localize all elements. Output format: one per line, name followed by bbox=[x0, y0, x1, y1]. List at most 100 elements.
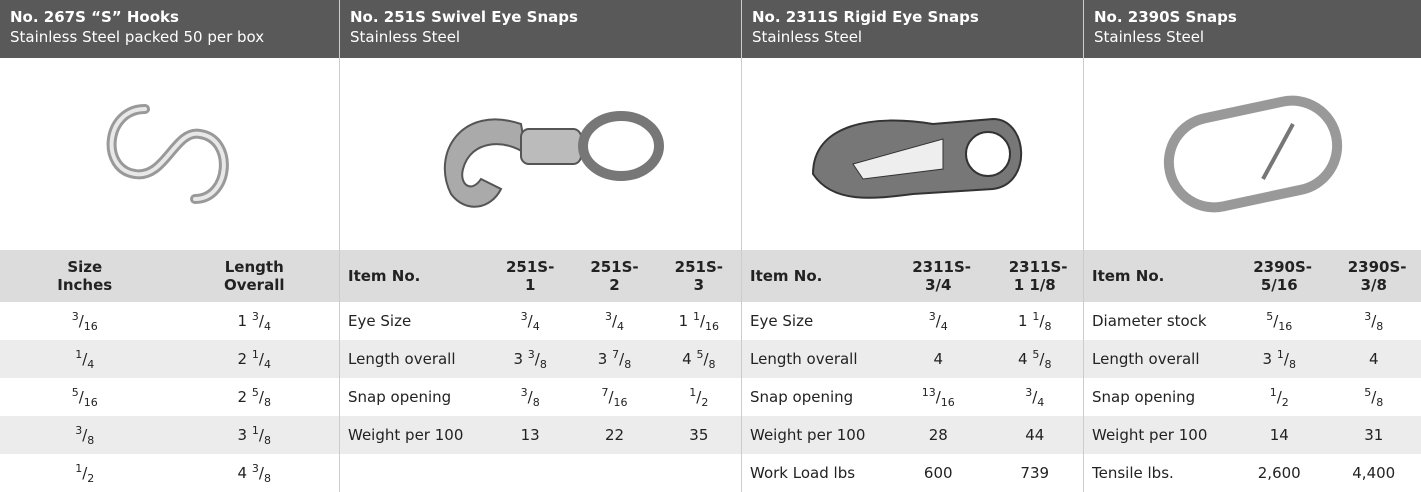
table-cell: 3/16 bbox=[0, 302, 170, 340]
table-cell: 5/8 bbox=[1327, 378, 1421, 416]
table-cell: 1/2 bbox=[0, 454, 170, 492]
column-header: 2311S-3/4 bbox=[890, 250, 987, 302]
table-cell: Length overall bbox=[742, 340, 890, 378]
s-hook-image bbox=[85, 89, 255, 219]
column-header: 2390S-5/16 bbox=[1232, 250, 1327, 302]
table-cell: 3 1/8 bbox=[170, 416, 340, 454]
table-cell: 3/4 bbox=[987, 378, 1084, 416]
table-cell: 3 1/8 bbox=[1232, 340, 1327, 378]
table-cell: 13 bbox=[488, 416, 572, 454]
table-cell: 4 5/8 bbox=[657, 340, 741, 378]
header-row: Item No. 2390S-5/16 2390S-3/8 bbox=[1084, 250, 1421, 302]
table-cell: 5/16 bbox=[0, 378, 170, 416]
panel-subtitle: Stainless Steel bbox=[1094, 28, 1411, 46]
table-cell: Snap opening bbox=[1084, 378, 1232, 416]
table-cell: Length overall bbox=[340, 340, 488, 378]
table-cell: Eye Size bbox=[340, 302, 488, 340]
table-cell: 14 bbox=[1232, 416, 1327, 454]
table-cell: 4 bbox=[1327, 340, 1421, 378]
column-header: 251S-1 bbox=[488, 250, 572, 302]
table-cell: Weight per 100 bbox=[1084, 416, 1232, 454]
table-cell: 5/16 bbox=[1232, 302, 1327, 340]
header-text: Item No. bbox=[348, 267, 420, 285]
table-cell: 4 5/8 bbox=[987, 340, 1084, 378]
swivel-snap-image bbox=[411, 84, 671, 224]
table-cell: 600 bbox=[890, 454, 987, 492]
panel: No. 2390S Snaps Stainless Steel Item No. 2… bbox=[1083, 0, 1421, 492]
table-cell: 2,600 bbox=[1232, 454, 1327, 492]
table-cell bbox=[657, 454, 741, 492]
table-cell: 35 bbox=[657, 416, 741, 454]
table-cell: Diameter stock bbox=[1084, 302, 1232, 340]
panel-title: No. 267S “S” Hooks bbox=[10, 8, 329, 26]
panel-title: No. 2311S Rigid Eye Snaps bbox=[752, 8, 1073, 26]
product-image bbox=[1084, 58, 1421, 250]
panel-subtitle: Stainless Steel bbox=[350, 28, 731, 46]
table-cell: Eye Size bbox=[742, 302, 890, 340]
table-cell: 1/2 bbox=[657, 378, 741, 416]
table-cell: Weight per 100 bbox=[340, 416, 488, 454]
column-header: Item No. bbox=[1084, 250, 1232, 302]
table-cell: 1/2 bbox=[1232, 378, 1327, 416]
table-cell: 4 3/8 bbox=[170, 454, 340, 492]
table-cell: 1 3/4 bbox=[170, 302, 340, 340]
table-cell bbox=[488, 454, 572, 492]
panel-title: No. 2390S Snaps bbox=[1094, 8, 1411, 26]
header-text: Item No. bbox=[750, 267, 822, 285]
table-cell: Length overall bbox=[1084, 340, 1232, 378]
table-cell: 1 1/8 bbox=[987, 302, 1084, 340]
table-cell: 7/16 bbox=[572, 378, 656, 416]
table-cell: 44 bbox=[987, 416, 1084, 454]
header-text: 2311S-3/4 bbox=[912, 258, 964, 294]
table-cell: 4,400 bbox=[1327, 454, 1421, 492]
page: No. 267S “S” HooksStainless Steel packed… bbox=[0, 0, 1421, 492]
table-cell: Snap opening bbox=[340, 378, 488, 416]
header-text: 2390S-5/16 bbox=[1253, 258, 1305, 294]
header-text: 251S-2 bbox=[588, 258, 640, 294]
header-text: Size Inches bbox=[49, 258, 121, 294]
header-row: Size Inches Length Overall bbox=[0, 250, 339, 302]
column-header: 2390S-3/8 bbox=[1327, 250, 1421, 302]
table-cell bbox=[572, 454, 656, 492]
table-cell: 1/4 bbox=[0, 340, 170, 378]
table-cell: Tensile lbs. bbox=[1084, 454, 1232, 492]
table-cell: 2 5/8 bbox=[170, 378, 340, 416]
column-header: Size Inches bbox=[0, 250, 170, 302]
table-cell: 3/8 bbox=[1327, 302, 1421, 340]
table-cell: 3 7/8 bbox=[572, 340, 656, 378]
table-cell: 3 3/8 bbox=[488, 340, 572, 378]
table-cell: 22 bbox=[572, 416, 656, 454]
product-image bbox=[0, 58, 339, 250]
carabiner-image bbox=[1143, 84, 1363, 224]
column-header: Length Overall bbox=[170, 250, 340, 302]
table-cell: 28 bbox=[890, 416, 987, 454]
table-cell: 31 bbox=[1327, 416, 1421, 454]
column-header: 251S-2 bbox=[572, 250, 656, 302]
table-cell: 3/4 bbox=[488, 302, 572, 340]
header-text: 251S-3 bbox=[673, 258, 725, 294]
header-row: Item No. 251S-1 251S-2 251S-3 bbox=[340, 250, 741, 302]
table-cell: 3/4 bbox=[572, 302, 656, 340]
panel-header: No. 2390S Snaps Stainless Steel bbox=[1084, 0, 1421, 58]
table-cell: 3/8 bbox=[0, 416, 170, 454]
